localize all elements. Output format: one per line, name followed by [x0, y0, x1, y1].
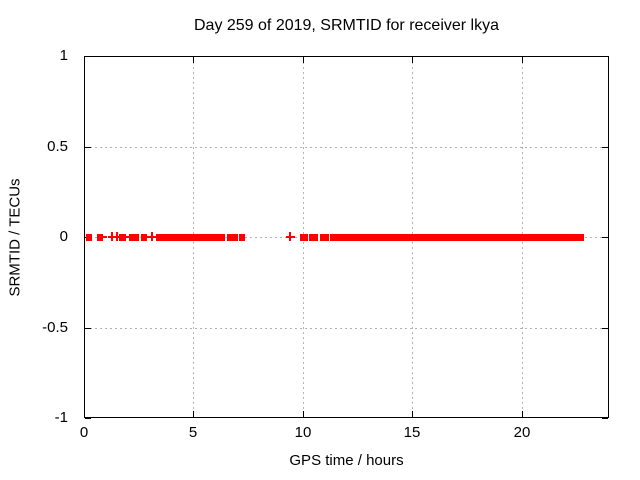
y-tick-left	[85, 56, 91, 57]
y-gridline	[85, 328, 608, 329]
y-tick-right	[602, 418, 608, 419]
data-point-marker	[111, 232, 113, 241]
data-segment	[156, 234, 225, 241]
y-tick-label: 0.5	[47, 138, 68, 155]
y-tick-right	[602, 237, 608, 238]
x-tick-bottom	[522, 411, 523, 417]
y-tick-left	[85, 147, 91, 148]
x-tick-bottom	[84, 411, 85, 417]
data-segment-sparse	[103, 236, 107, 238]
data-segment	[227, 234, 238, 241]
x-tick-bottom	[303, 411, 304, 417]
data-segment	[97, 234, 103, 241]
data-segment-sparse	[126, 236, 129, 238]
plot-area	[84, 56, 609, 418]
x-tick-label: 10	[294, 424, 312, 441]
x-tick-top	[84, 57, 85, 63]
x-tick-label: 20	[513, 424, 531, 441]
data-segment	[239, 234, 245, 241]
x-tick-top	[522, 57, 523, 63]
data-segment	[129, 234, 139, 241]
data-segment	[86, 234, 92, 241]
x-tick-bottom	[412, 411, 413, 417]
data-segment	[119, 234, 126, 241]
data-segment	[309, 234, 318, 241]
data-segment	[330, 234, 584, 241]
x-tick-label: 0	[79, 424, 89, 441]
y-gridline	[85, 147, 608, 148]
chart-title: Day 259 of 2019, SRMTID for receiver lky…	[193, 17, 499, 34]
y-tick-label: -0.5	[42, 319, 68, 336]
data-point-marker	[289, 232, 291, 241]
y-tick-label: 0	[59, 228, 68, 245]
y-tick-right	[602, 56, 608, 57]
x-axis-label: GPS time / hours	[289, 452, 404, 469]
data-point-marker	[151, 232, 153, 241]
x-tick-top	[412, 57, 413, 63]
y-tick-right	[602, 328, 608, 329]
x-tick-label: 5	[188, 424, 198, 441]
y-tick-left	[85, 328, 91, 329]
y-tick-label: 1	[59, 47, 68, 64]
data-segment	[141, 234, 147, 241]
data-segment	[300, 234, 308, 241]
data-segment	[320, 234, 329, 241]
x-tick-top	[193, 57, 194, 63]
data-point-marker	[116, 232, 118, 241]
y-tick-left	[85, 418, 91, 419]
y-tick-label: -1	[54, 409, 68, 426]
y-tick-right	[602, 147, 608, 148]
x-tick-bottom	[193, 411, 194, 417]
x-tick-label: 15	[403, 424, 421, 441]
x-tick-top	[303, 57, 304, 63]
